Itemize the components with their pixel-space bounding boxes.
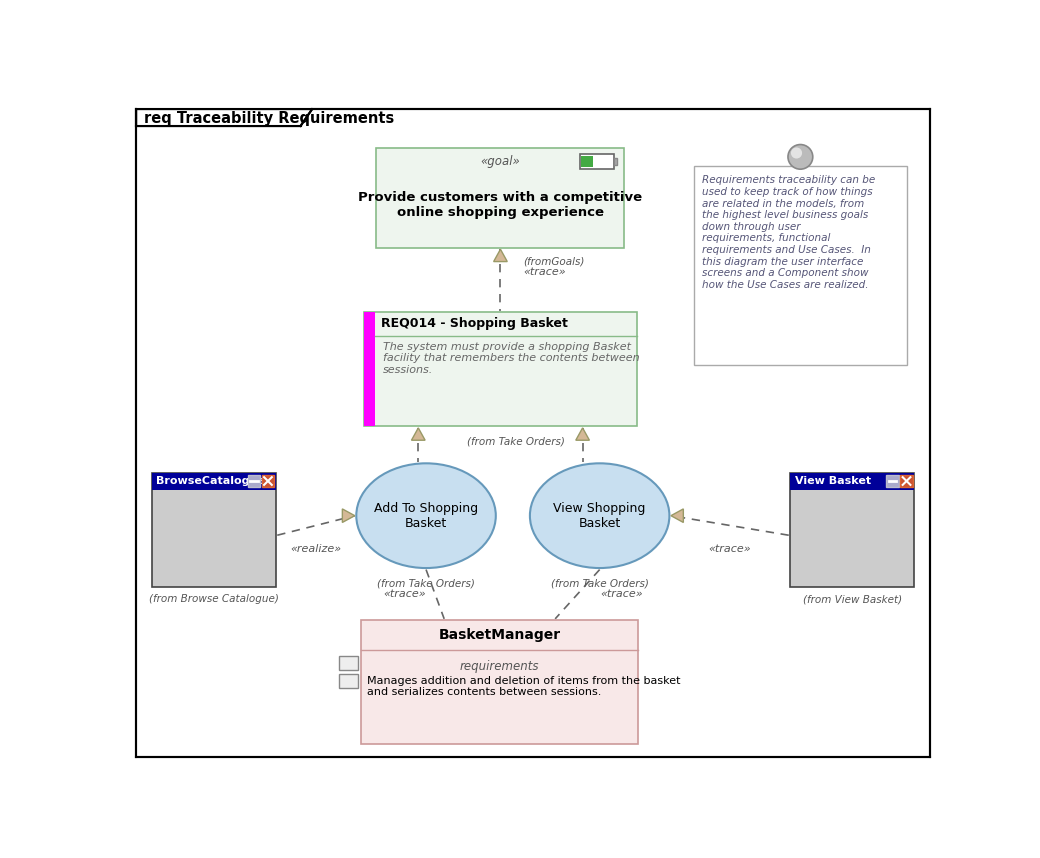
Text: The system must provide a shopping Basket
facility that remembers the contents b: The system must provide a shopping Baske… xyxy=(383,341,640,375)
Circle shape xyxy=(788,144,813,169)
Text: (from Take Orders): (from Take Orders) xyxy=(467,437,565,447)
Polygon shape xyxy=(671,509,683,523)
FancyBboxPatch shape xyxy=(364,312,374,426)
Text: Manages addition and deletion of items from the basket
and serializes contents b: Manages addition and deletion of items f… xyxy=(367,676,680,698)
FancyBboxPatch shape xyxy=(614,159,618,165)
FancyBboxPatch shape xyxy=(581,156,594,166)
Text: «trace»: «trace» xyxy=(383,589,425,599)
FancyBboxPatch shape xyxy=(364,312,636,426)
Text: «realize»: «realize» xyxy=(290,544,341,554)
FancyBboxPatch shape xyxy=(339,656,358,670)
Text: BrowseCatalogue: BrowseCatalogue xyxy=(156,476,265,486)
Text: Provide customers with a competitive
online shopping experience: Provide customers with a competitive onl… xyxy=(359,191,643,220)
FancyBboxPatch shape xyxy=(579,154,614,169)
FancyBboxPatch shape xyxy=(152,473,276,587)
Text: (fromGoals): (fromGoals) xyxy=(524,257,586,267)
Text: View Basket: View Basket xyxy=(795,476,872,486)
FancyBboxPatch shape xyxy=(790,473,914,587)
Text: requirements: requirements xyxy=(460,661,540,674)
Text: (from View Basket): (from View Basket) xyxy=(803,595,902,604)
FancyBboxPatch shape xyxy=(152,473,276,490)
Text: «trace»: «trace» xyxy=(524,268,567,277)
Polygon shape xyxy=(412,428,425,440)
Text: REQ014 - Shopping Basket: REQ014 - Shopping Basket xyxy=(381,317,568,330)
Polygon shape xyxy=(576,428,590,440)
Text: (from Browse Catalogue): (from Browse Catalogue) xyxy=(149,595,279,604)
Text: req Traceability Requirements: req Traceability Requirements xyxy=(144,111,394,126)
FancyBboxPatch shape xyxy=(790,473,914,490)
FancyBboxPatch shape xyxy=(136,109,930,758)
Text: «trace»: «trace» xyxy=(600,589,643,599)
FancyBboxPatch shape xyxy=(376,148,624,248)
Polygon shape xyxy=(136,109,312,126)
FancyBboxPatch shape xyxy=(339,674,358,688)
Ellipse shape xyxy=(530,463,670,568)
Text: View Shopping
Basket: View Shopping Basket xyxy=(553,502,646,529)
Circle shape xyxy=(790,148,802,159)
FancyBboxPatch shape xyxy=(262,474,275,487)
Polygon shape xyxy=(494,250,508,262)
FancyBboxPatch shape xyxy=(361,620,639,744)
Text: «goal»: «goal» xyxy=(480,155,520,168)
Text: BasketManager: BasketManager xyxy=(439,628,561,642)
Text: «trace»: «trace» xyxy=(708,544,751,554)
Text: (from Take Orders): (from Take Orders) xyxy=(551,579,649,589)
Text: Requirements traceability can be
used to keep track of how things
are related in: Requirements traceability can be used to… xyxy=(702,175,876,290)
FancyBboxPatch shape xyxy=(695,166,907,365)
FancyBboxPatch shape xyxy=(248,474,260,487)
Polygon shape xyxy=(342,509,355,523)
Text: Add To Shopping
Basket: Add To Shopping Basket xyxy=(374,502,478,529)
FancyBboxPatch shape xyxy=(886,474,899,487)
Ellipse shape xyxy=(357,463,496,568)
Text: (from Take Orders): (from Take Orders) xyxy=(378,579,475,589)
FancyBboxPatch shape xyxy=(901,474,913,487)
